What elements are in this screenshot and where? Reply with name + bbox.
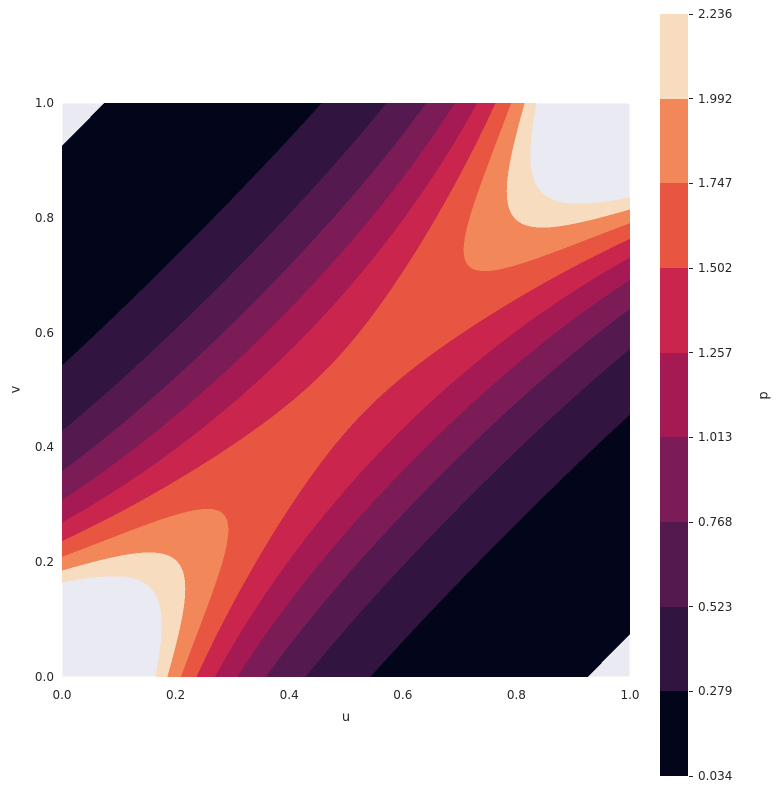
x-tick-label: 1.0 (620, 688, 640, 702)
colorbar-tick-label: 1.257 (698, 345, 733, 360)
colorbar-band (660, 268, 688, 353)
colorbar-tick-label: 0.768 (698, 515, 733, 529)
colorbar-label: p (756, 391, 772, 400)
colorbar-tick-mark (689, 521, 693, 523)
colorbar-tick-mark (689, 436, 693, 438)
contour-plot-canvas (62, 103, 630, 677)
colorbar-tick-label: 0.034 (698, 769, 733, 783)
colorbar-band (660, 98, 688, 184)
colorbar-tick-mark (689, 690, 693, 692)
colorbar-band (660, 14, 688, 99)
y-tick-label: 0.0 (34, 670, 54, 684)
y-tick-label: 1.0 (34, 96, 54, 110)
colorbar-tick-mark (689, 775, 693, 777)
y-tick-label: 0.2 (34, 555, 54, 570)
colorbar-tick-label: 0.523 (698, 599, 733, 614)
y-tick-label: 0.8 (34, 210, 54, 225)
colorbar-band (660, 437, 688, 523)
x-tick-label: 0.6 (393, 688, 413, 702)
y-axis-label: v (8, 385, 24, 394)
colorbar-band (660, 606, 688, 692)
y-tick-label: 0.6 (34, 325, 54, 340)
colorbar-tick-mark (689, 182, 693, 184)
colorbar-tick-label: 1.502 (698, 261, 733, 275)
colorbar (660, 14, 688, 777)
colorbar-band (660, 183, 688, 269)
colorbar-tick-mark (689, 352, 693, 354)
colorbar-band (660, 691, 688, 777)
colorbar-tick-label: 2.236 (698, 7, 733, 21)
colorbar-tick-mark (689, 13, 693, 15)
colorbar-tick-mark (689, 267, 693, 269)
colorbar-tick-label: 1.013 (698, 430, 733, 445)
y-tick-label: 0.4 (34, 440, 54, 455)
colorbar-band (660, 352, 688, 438)
colorbar-tick-mark (689, 606, 693, 608)
colorbar-tick-mark (689, 98, 693, 100)
colorbar-tick-label: 1.747 (698, 176, 733, 191)
x-tick-label: 0.8 (506, 688, 526, 702)
x-tick-label: 0.4 (279, 688, 299, 702)
colorbar-tick-label: 0.279 (698, 684, 733, 699)
x-tick-label: 0.2 (166, 688, 186, 702)
colorbar-tick-label: 1.992 (698, 91, 733, 106)
x-axis-label: u (341, 710, 351, 725)
colorbar-band (660, 522, 688, 607)
x-tick-label: 0.0 (52, 688, 72, 702)
